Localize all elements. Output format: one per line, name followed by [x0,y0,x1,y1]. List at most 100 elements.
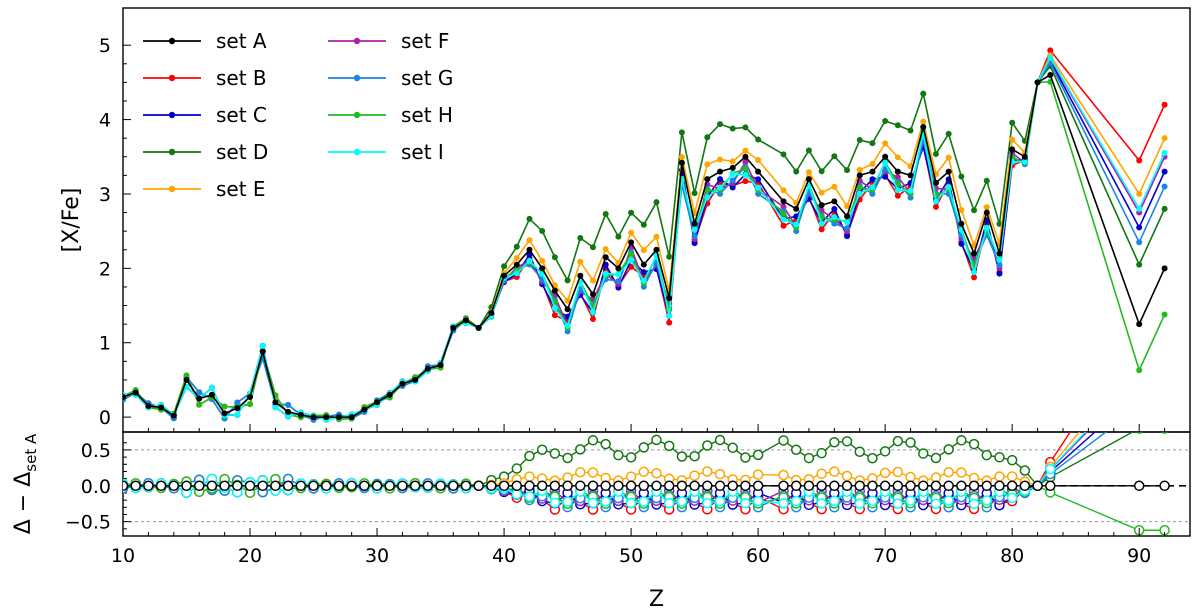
data-point [1021,153,1028,160]
data-point [577,272,584,279]
delta-point [867,495,878,507]
data-point [958,173,965,180]
data-point [983,177,990,184]
x-tick-label: 70 [873,545,897,567]
data-point [399,380,406,387]
data-point [589,309,596,316]
delta-point [1135,402,1144,411]
delta-point [1160,388,1169,397]
data-point [577,258,584,265]
delta-point [841,436,853,447]
delta-point [562,452,573,464]
data-point [729,125,736,132]
x-axis-label: Z [649,587,664,612]
delta-point [613,480,624,492]
delta-point [651,434,662,446]
data-point [208,384,215,391]
data-point [780,187,787,194]
delta-point [575,480,586,492]
delta-point [473,480,484,492]
x-tick-label: 30 [365,545,389,567]
data-point [983,204,990,211]
data-point [501,263,508,270]
delta-point [1045,463,1056,475]
data-point [310,414,317,421]
data-point [844,219,851,226]
data-point [844,233,851,240]
data-point [907,172,914,179]
delta-point [790,480,802,492]
delta-point [943,444,954,455]
data-point [932,203,939,210]
legend-label: set D [216,140,268,164]
delta-point [841,470,853,482]
data-point [831,205,838,212]
legend-item: set F [328,29,449,53]
data-point [894,174,901,181]
delta-point [702,440,713,451]
delta-point [854,446,865,457]
delta-point [714,480,726,492]
delta-point [587,480,599,492]
delta-point [282,480,294,492]
data-point [437,362,444,369]
delta-point [892,498,904,509]
data-point [844,203,851,210]
delta-point [486,480,497,492]
data-point [818,202,825,209]
delta-point [943,467,954,478]
data-point [742,147,749,154]
data-point [805,147,812,154]
delta-point [702,480,713,492]
legend-label: set H [401,103,453,127]
delta-point [994,452,1005,463]
delta-point [536,444,548,456]
delta-point [663,480,675,492]
delta-point [1160,374,1169,383]
legend-marker [353,111,361,119]
data-point [653,199,660,206]
delta-point [448,480,459,492]
data-point [971,207,978,214]
data-point [704,134,711,141]
data-point [996,250,1003,257]
top-y-tick-label: 4 [99,110,111,132]
data-point [996,270,1003,277]
delta-point [829,495,840,507]
delta-point [320,480,332,492]
delta-point [295,480,307,492]
data-point [1047,47,1054,54]
delta-point [956,480,967,492]
data-point [894,154,901,161]
data-point [361,406,368,413]
data-point [844,225,851,232]
data-point [882,173,889,180]
data-point [971,269,978,276]
data-point [424,365,431,372]
legend-label: set F [401,29,449,53]
delta-point [600,438,611,450]
delta-point [219,480,230,492]
delta-point [181,480,192,492]
data-point [882,118,889,125]
delta-point [625,452,637,463]
data-point [755,136,762,143]
bottom-panel: 0.50.0−0.5 10 20 30 40 50 60 70 80 90 Z Δ − Δset… [11,374,1191,612]
data-point [208,391,215,398]
delta-point [1006,454,1018,466]
top-y-tick-label: 2 [99,258,111,280]
data-point [1161,311,1168,318]
data-point [717,168,724,175]
x-tick-label: 60 [746,545,770,567]
data-point [1161,150,1168,157]
delta-point [892,435,904,447]
top-y-tick-label: 5 [99,35,111,57]
data-point [132,389,139,396]
bottom-y-tick-label: 0.0 [81,476,111,498]
data-point [856,137,863,144]
data-point [844,213,851,220]
series-line-set-b [123,48,1166,420]
data-point [386,391,393,398]
data-point [666,319,673,326]
